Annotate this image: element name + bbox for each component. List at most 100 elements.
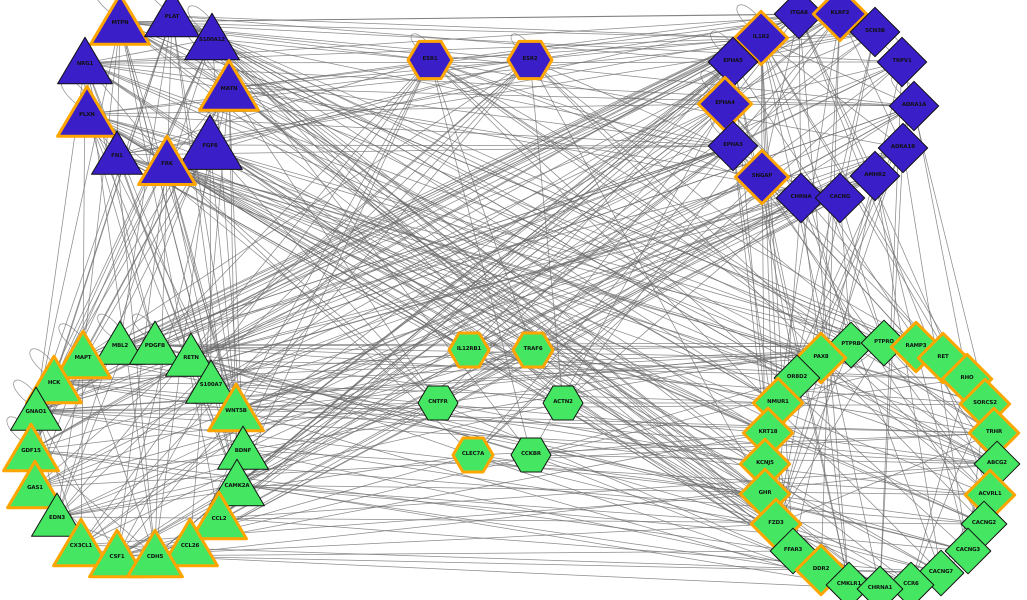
edge[interactable] xyxy=(732,61,903,147)
edge[interactable] xyxy=(429,59,534,351)
edge[interactable] xyxy=(82,37,762,358)
edge[interactable] xyxy=(189,197,841,546)
edge[interactable] xyxy=(429,59,942,574)
self-loop-edge[interactable] xyxy=(187,5,217,36)
edge[interactable] xyxy=(236,105,915,486)
edge[interactable] xyxy=(190,37,762,358)
edge[interactable] xyxy=(189,197,802,546)
graph-node[interactable]: IL12RB1 xyxy=(446,327,492,373)
edge[interactable] xyxy=(529,59,885,344)
graph-node[interactable]: CLEC7A xyxy=(450,432,496,478)
edge[interactable] xyxy=(760,37,904,149)
edge[interactable] xyxy=(236,484,969,552)
edge[interactable] xyxy=(119,13,800,23)
edge[interactable] xyxy=(235,59,431,411)
edge[interactable] xyxy=(35,15,173,412)
edge[interactable] xyxy=(56,59,431,518)
edge[interactable] xyxy=(86,113,156,346)
edge[interactable] xyxy=(154,37,762,346)
graph-node[interactable]: CHRNA1 xyxy=(853,562,907,600)
edge[interactable] xyxy=(116,59,531,557)
edge[interactable] xyxy=(429,59,998,465)
edge[interactable] xyxy=(760,37,779,404)
edge[interactable] xyxy=(532,105,915,351)
edge[interactable] xyxy=(119,21,220,519)
edge[interactable] xyxy=(910,378,968,586)
edge[interactable] xyxy=(472,61,903,456)
edge[interactable] xyxy=(80,59,431,546)
edge[interactable] xyxy=(82,59,531,358)
edge[interactable] xyxy=(35,357,822,412)
edge[interactable] xyxy=(562,13,841,404)
edge[interactable] xyxy=(171,15,779,404)
edge[interactable] xyxy=(562,197,802,404)
edge[interactable] xyxy=(80,59,531,546)
edge[interactable] xyxy=(35,38,213,412)
edge[interactable] xyxy=(724,103,915,107)
edge[interactable] xyxy=(189,37,762,546)
self-loop-edge[interactable] xyxy=(132,313,160,342)
edge[interactable] xyxy=(724,103,944,359)
self-loop-edge[interactable] xyxy=(148,0,177,13)
edge[interactable] xyxy=(468,349,995,434)
edge[interactable] xyxy=(472,432,995,456)
edge[interactable] xyxy=(532,349,779,404)
edge[interactable] xyxy=(154,555,881,590)
edge[interactable] xyxy=(34,61,903,488)
edge[interactable] xyxy=(211,38,734,147)
edge[interactable] xyxy=(228,87,763,178)
edge[interactable] xyxy=(529,59,991,496)
edge[interactable] xyxy=(119,21,534,351)
edge[interactable] xyxy=(86,113,439,404)
edge[interactable] xyxy=(171,15,762,39)
edge[interactable] xyxy=(236,59,431,486)
graph-node[interactable]: CNTFR xyxy=(415,380,461,426)
edge[interactable] xyxy=(30,449,850,586)
edge[interactable] xyxy=(242,37,762,451)
edge[interactable] xyxy=(209,144,985,525)
graph-node[interactable]: ACTN2 xyxy=(540,380,586,426)
edge[interactable] xyxy=(210,346,917,385)
edge[interactable] xyxy=(915,346,969,552)
edge[interactable] xyxy=(236,484,777,525)
edge[interactable] xyxy=(84,62,156,557)
edge[interactable] xyxy=(53,13,841,383)
edge[interactable] xyxy=(166,162,766,495)
edge[interactable] xyxy=(35,197,802,412)
edge[interactable] xyxy=(798,13,991,496)
edge[interactable] xyxy=(154,197,802,557)
edge[interactable] xyxy=(82,145,734,358)
edge[interactable] xyxy=(35,145,734,412)
edge[interactable] xyxy=(209,144,237,411)
edge[interactable] xyxy=(210,383,769,434)
edge[interactable] xyxy=(850,344,995,434)
edge[interactable] xyxy=(210,383,779,404)
edge[interactable] xyxy=(760,37,915,107)
edge[interactable] xyxy=(171,15,244,451)
edge[interactable] xyxy=(472,13,841,456)
edge[interactable] xyxy=(171,15,766,465)
edge[interactable] xyxy=(154,344,850,586)
edge[interactable] xyxy=(209,59,531,146)
edge[interactable] xyxy=(228,87,794,552)
edge[interactable] xyxy=(119,21,238,486)
edge[interactable] xyxy=(529,59,564,404)
edge[interactable] xyxy=(53,38,213,383)
edge[interactable] xyxy=(116,154,564,404)
edge[interactable] xyxy=(34,103,726,488)
edge[interactable] xyxy=(532,13,800,351)
edge[interactable] xyxy=(84,61,903,64)
edge[interactable] xyxy=(820,13,841,571)
edge[interactable] xyxy=(530,432,769,456)
edge[interactable] xyxy=(30,37,762,451)
edge[interactable] xyxy=(35,346,917,412)
edge[interactable] xyxy=(80,61,734,546)
edge[interactable] xyxy=(56,484,238,518)
edge[interactable] xyxy=(429,59,995,434)
self-loop-edge[interactable] xyxy=(97,313,125,342)
edge[interactable] xyxy=(775,432,995,525)
graph-node[interactable]: FRK xyxy=(135,131,199,195)
edge[interactable] xyxy=(190,59,531,358)
edge[interactable] xyxy=(56,402,564,518)
edge[interactable] xyxy=(53,381,237,411)
